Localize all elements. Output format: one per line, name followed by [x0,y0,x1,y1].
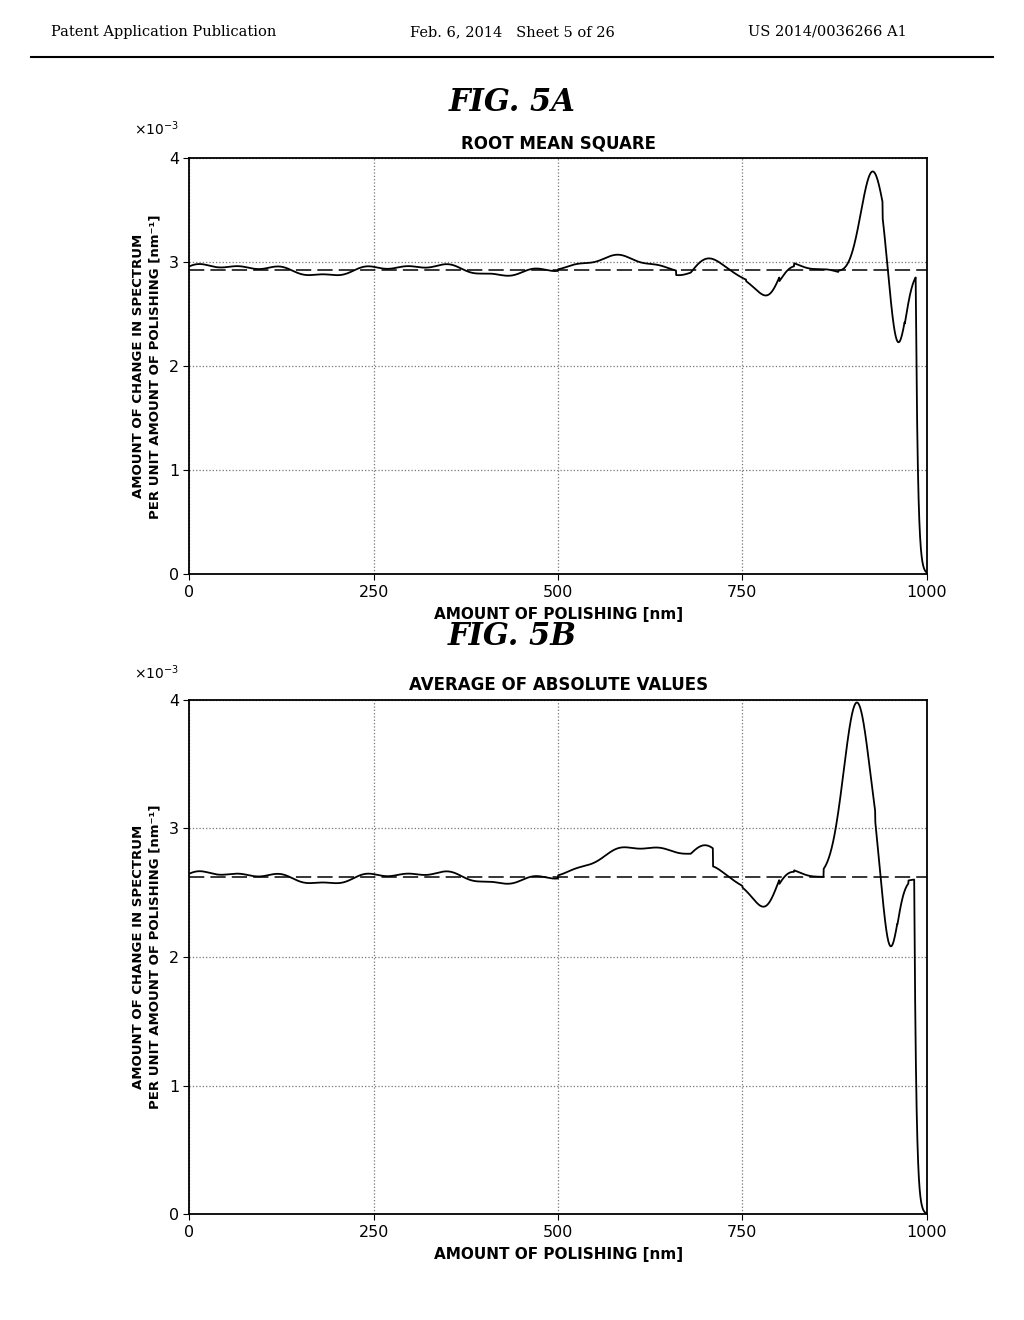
Y-axis label: AMOUNT OF CHANGE IN SPECTRUM
PER UNIT AMOUNT OF POLISHING [nm⁻¹]: AMOUNT OF CHANGE IN SPECTRUM PER UNIT AM… [132,805,162,1109]
X-axis label: AMOUNT OF POLISHING [nm]: AMOUNT OF POLISHING [nm] [433,1247,683,1262]
Text: Feb. 6, 2014   Sheet 5 of 26: Feb. 6, 2014 Sheet 5 of 26 [410,25,614,38]
Title: ROOT MEAN SQUARE: ROOT MEAN SQUARE [461,135,655,153]
Text: $\times\mathregular{10^{-3}}$: $\times\mathregular{10^{-3}}$ [134,119,179,137]
Text: FIG. 5A: FIG. 5A [449,87,575,117]
Text: FIG. 5B: FIG. 5B [447,622,577,652]
X-axis label: AMOUNT OF POLISHING [nm]: AMOUNT OF POLISHING [nm] [433,607,683,622]
Title: AVERAGE OF ABSOLUTE VALUES: AVERAGE OF ABSOLUTE VALUES [409,676,708,694]
Text: US 2014/0036266 A1: US 2014/0036266 A1 [748,25,906,38]
Y-axis label: AMOUNT OF CHANGE IN SPECTRUM
PER UNIT AMOUNT OF POLISHING [nm⁻¹]: AMOUNT OF CHANGE IN SPECTRUM PER UNIT AM… [132,214,162,519]
Text: Patent Application Publication: Patent Application Publication [51,25,276,38]
Text: $\times\mathregular{10^{-3}}$: $\times\mathregular{10^{-3}}$ [134,663,179,681]
